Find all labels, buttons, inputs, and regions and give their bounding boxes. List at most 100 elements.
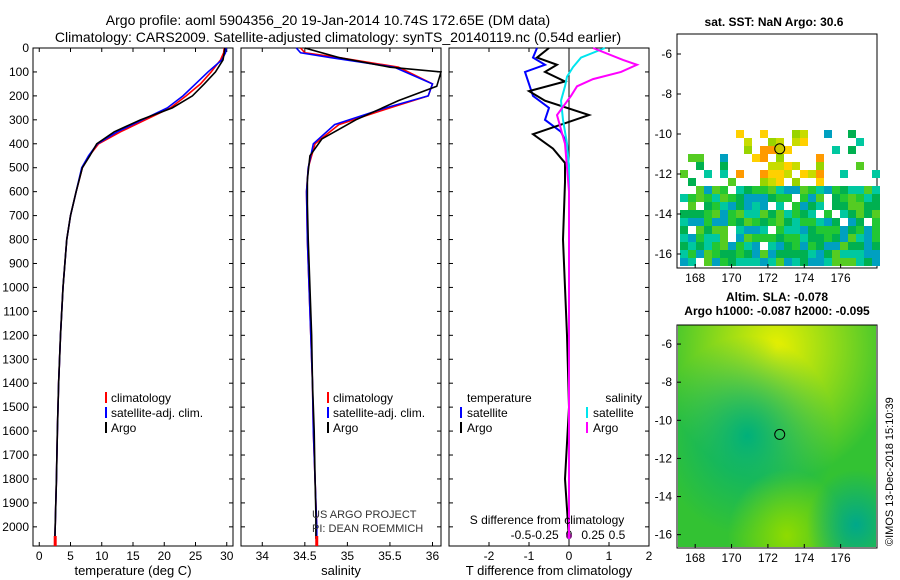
depth-tick-label: 1500 bbox=[2, 400, 29, 414]
sst-cell bbox=[744, 234, 752, 242]
sst-cell bbox=[760, 226, 768, 234]
sst-cell bbox=[856, 234, 864, 242]
sst-cell bbox=[712, 210, 720, 218]
sst-cell bbox=[712, 242, 720, 250]
sst-cell bbox=[792, 218, 800, 226]
x-tick-label: 35 bbox=[341, 549, 355, 563]
sst-cell bbox=[696, 186, 704, 194]
sst-cell bbox=[704, 218, 712, 226]
sst-cell bbox=[760, 258, 768, 266]
sst-cell bbox=[712, 218, 720, 226]
sst-cell bbox=[824, 130, 832, 138]
sst-cell bbox=[776, 234, 784, 242]
sst-cell bbox=[816, 170, 824, 178]
depth-tick-label: 200 bbox=[9, 89, 29, 103]
sst-cell bbox=[824, 186, 832, 194]
map-x-tick-label: 168 bbox=[685, 551, 705, 565]
sst-cell bbox=[856, 138, 864, 146]
sst-cell bbox=[688, 234, 696, 242]
sst-cell bbox=[704, 194, 712, 202]
sst-cell bbox=[872, 186, 880, 194]
sst-cell bbox=[872, 258, 880, 266]
sst-cell bbox=[752, 234, 760, 242]
sst-cell bbox=[760, 210, 768, 218]
map-y-tick-label: -6 bbox=[661, 337, 672, 351]
sst-cell bbox=[728, 258, 736, 266]
series-line-climatology bbox=[299, 47, 434, 539]
sst-cell bbox=[864, 202, 872, 210]
sst-cell bbox=[832, 258, 840, 266]
sst-cell bbox=[688, 258, 696, 266]
sst-cell bbox=[776, 178, 784, 186]
sst-cell bbox=[688, 218, 696, 226]
sst-cell bbox=[728, 210, 736, 218]
sst-cell bbox=[720, 218, 728, 226]
sst-cell bbox=[872, 226, 880, 234]
x-tick-label: 30 bbox=[220, 549, 234, 563]
top-tick-label: -0.25 bbox=[531, 528, 559, 542]
sst-cell bbox=[696, 242, 704, 250]
sst-cell bbox=[792, 250, 800, 258]
x-tick-label: 0 bbox=[36, 549, 43, 563]
map-axes: 168 170 172 174 176 -6 -8 -10 -12 -14 -16 168 170 172… bbox=[655, 47, 851, 565]
sst-cell bbox=[792, 202, 800, 210]
sst-cell bbox=[776, 194, 784, 202]
sst-cell bbox=[736, 194, 744, 202]
x-tick-label: 34 bbox=[256, 549, 270, 563]
sst-cell bbox=[784, 250, 792, 258]
sst-cell bbox=[720, 202, 728, 210]
sst-cell bbox=[768, 258, 776, 266]
sst-cell bbox=[776, 162, 784, 170]
argo-location-marker bbox=[774, 428, 786, 440]
sst-cell bbox=[680, 242, 688, 250]
sst-cell bbox=[784, 186, 792, 194]
sst-cell bbox=[696, 162, 704, 170]
sst-cell bbox=[736, 186, 744, 194]
sst-cell bbox=[760, 202, 768, 210]
sst-cell bbox=[784, 234, 792, 242]
sst-cell bbox=[760, 146, 768, 154]
depth-tick-label: 1200 bbox=[2, 328, 29, 342]
sst-cell bbox=[808, 250, 816, 258]
sst-cell bbox=[864, 226, 872, 234]
depth-tick-label: 1100 bbox=[3, 304, 29, 318]
sst-cell bbox=[704, 226, 712, 234]
sst-cell bbox=[848, 226, 856, 234]
map-y-tick-label: -16 bbox=[655, 247, 673, 261]
sst-cell bbox=[712, 194, 720, 202]
sst-cell bbox=[816, 154, 824, 162]
sst-cell bbox=[808, 194, 816, 202]
sst-cell bbox=[832, 186, 840, 194]
sst-cell bbox=[680, 170, 688, 178]
legend-label: Argo bbox=[333, 421, 359, 435]
sst-cell bbox=[792, 210, 800, 218]
sst-cell bbox=[792, 234, 800, 242]
sst-cell bbox=[784, 258, 792, 266]
sst-cell bbox=[864, 242, 872, 250]
sst-cell bbox=[768, 234, 776, 242]
map-y-tick-label: -12 bbox=[655, 167, 673, 181]
sst-cell bbox=[704, 210, 712, 218]
sst-cell bbox=[752, 154, 760, 162]
x-tick-label: 2 bbox=[646, 549, 653, 563]
x-tick-label: -1 bbox=[524, 549, 535, 563]
sst-cell bbox=[832, 234, 840, 242]
sst-cell bbox=[848, 218, 856, 226]
sst-cell bbox=[704, 258, 712, 266]
sst-cell bbox=[840, 258, 848, 266]
sst-cell bbox=[800, 138, 808, 146]
sst-cell bbox=[704, 170, 712, 178]
sst-cell bbox=[768, 146, 776, 154]
sst-cell bbox=[776, 226, 784, 234]
sst-cell bbox=[680, 234, 688, 242]
sst-cell bbox=[864, 194, 872, 202]
sst-cell bbox=[824, 242, 832, 250]
sst-cell bbox=[768, 218, 776, 226]
sst-cell bbox=[776, 154, 784, 162]
depth-tick-label: 100 bbox=[9, 65, 29, 79]
depth-tick-label: 1900 bbox=[2, 496, 29, 510]
depth-tick-label: 300 bbox=[9, 113, 29, 127]
sla-low-anomaly-2 bbox=[678, 325, 876, 547]
map-x-tick-label: 172 bbox=[758, 271, 778, 285]
sst-cell bbox=[760, 130, 768, 138]
